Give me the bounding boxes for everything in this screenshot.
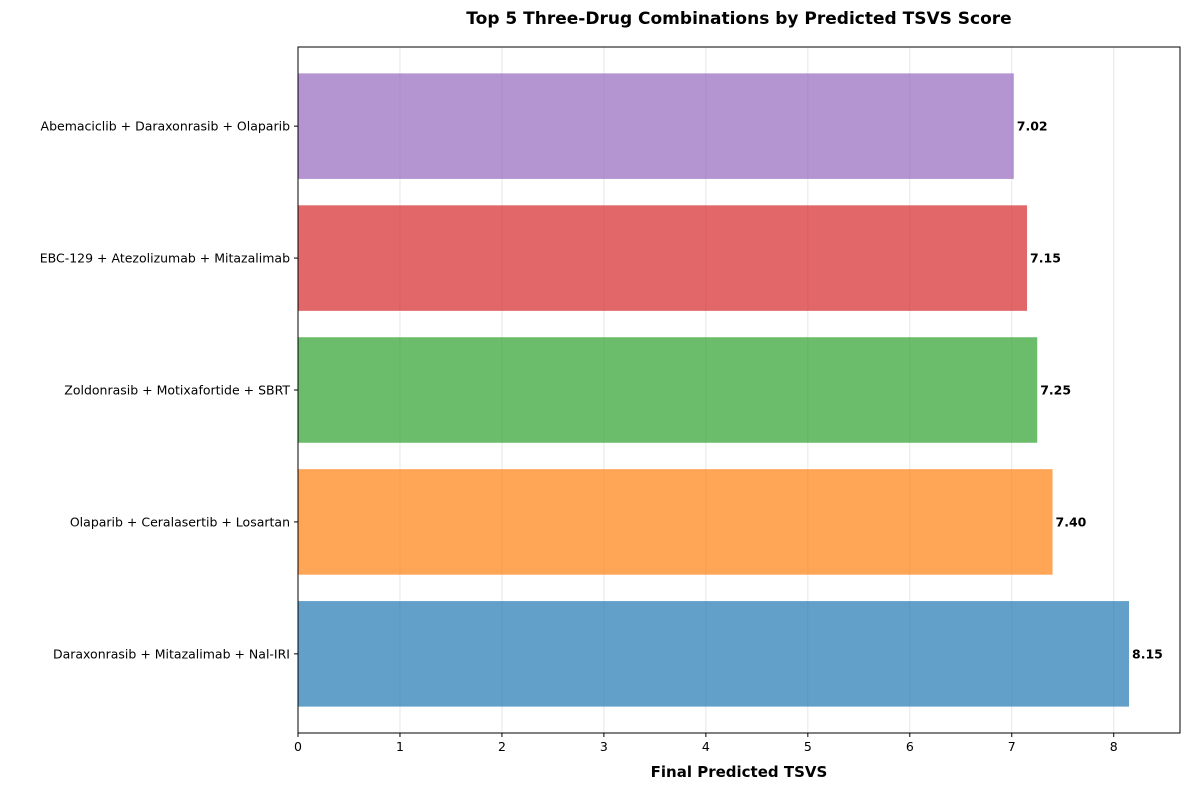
- y-axis-categories: Daraxonrasib + Mitazalimab + Nal-IRI Olap…: [40, 119, 298, 661]
- y-category-label: Daraxonrasib + Mitazalimab + Nal-IRI: [53, 646, 290, 661]
- data-labels: 8.15 7.40 7.25 7.15 7.02: [1017, 119, 1163, 662]
- bar: [298, 73, 1014, 179]
- x-tick-label: 2: [498, 739, 506, 754]
- x-tick-label: 0: [294, 739, 302, 754]
- y-category-label: Zoldonrasib + Motixafortide + SBRT: [64, 383, 290, 398]
- bar: [298, 601, 1130, 707]
- x-tick-label: 7: [1008, 739, 1016, 754]
- y-category-label: EBC-129 + Atezolizumab + Mitazalimab: [40, 251, 290, 266]
- x-tick-label: 3: [600, 739, 608, 754]
- x-axis-label: Final Predicted TSVS: [651, 763, 828, 781]
- x-tick-label: 5: [804, 739, 812, 754]
- chart-title: Top 5 Three-Drug Combinations by Predict…: [466, 9, 1011, 29]
- bar-value-label: 7.40: [1056, 514, 1087, 529]
- x-tick-label: 8: [1110, 739, 1118, 754]
- bar: [298, 469, 1053, 575]
- bar-value-label: 8.15: [1132, 646, 1163, 661]
- bar: [298, 337, 1038, 443]
- x-axis-ticks: 0 1 2 3 4 5 6 7 8: [294, 733, 1118, 754]
- x-tick-label: 4: [702, 739, 710, 754]
- x-tick-label: 6: [906, 739, 914, 754]
- bar-value-label: 7.02: [1017, 119, 1048, 134]
- bar-value-label: 7.15: [1030, 251, 1061, 266]
- y-category-label: Abemaciclib + Daraxonrasib + Olaparib: [41, 119, 291, 134]
- x-tick-label: 1: [396, 739, 404, 754]
- bar: [298, 205, 1028, 311]
- bars: [298, 73, 1130, 707]
- bar-value-label: 7.25: [1040, 383, 1071, 398]
- y-category-label: Olaparib + Ceralasertib + Losartan: [70, 514, 290, 529]
